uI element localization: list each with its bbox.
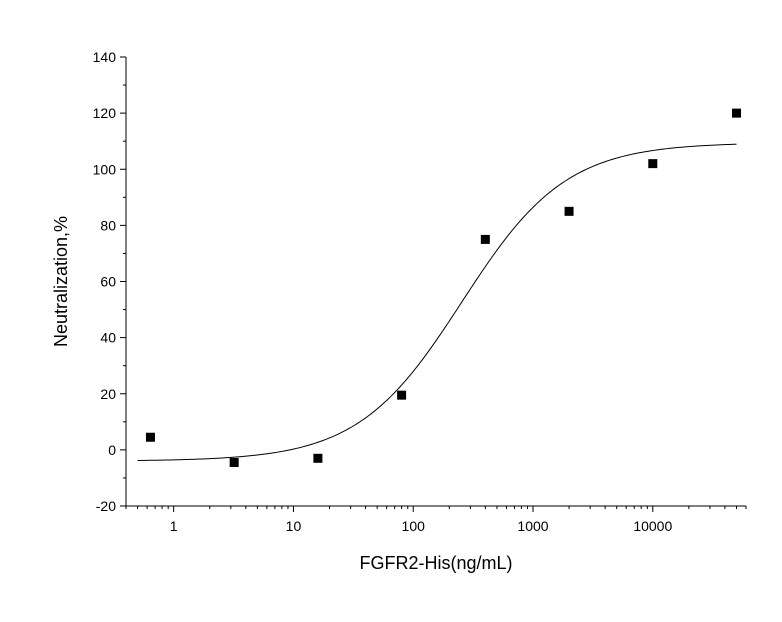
data-points-layer (145, 108, 742, 468)
y-tick-label: 140 (93, 49, 117, 65)
y-tick-label: -20 (96, 498, 116, 514)
y-tick-label: 100 (93, 161, 117, 177)
data-point (313, 453, 323, 463)
data-point (397, 390, 407, 400)
fit-curve-layer (137, 143, 737, 461)
y-axis-title: Neutralization,% (51, 216, 71, 347)
y-tick-label: 80 (100, 217, 116, 233)
y-tick-label: 0 (108, 442, 116, 458)
x-axis-title: FGFR2-His(ng/mL) (359, 553, 512, 573)
data-point (480, 234, 490, 244)
data-point (145, 432, 155, 442)
x-tick-label: 100 (402, 518, 426, 534)
data-point (564, 206, 574, 216)
data-point (648, 159, 658, 169)
fit-curve (137, 143, 737, 461)
x-tick-label: 1000 (517, 518, 548, 534)
x-tick-label: 1 (170, 518, 178, 534)
data-point (732, 108, 742, 118)
data-point (229, 458, 239, 468)
x-tick-label: 10000 (633, 518, 672, 534)
y-tick-label: 20 (100, 386, 116, 402)
y-axis: -20 0 20 40 60 80 100 120 140 (93, 49, 127, 514)
y-tick-label: 40 (100, 330, 116, 346)
x-tick-label: 10 (286, 518, 302, 534)
x-axis: 1 10 100 1000 10000 (125, 505, 747, 534)
y-tick-label: 60 (100, 274, 116, 290)
y-tick-label: 120 (93, 105, 117, 121)
